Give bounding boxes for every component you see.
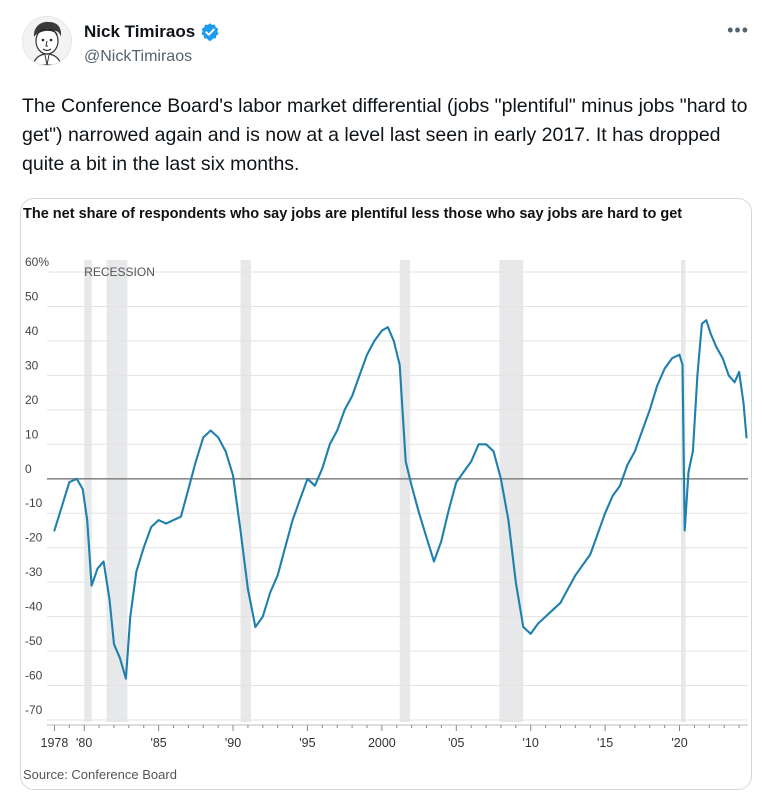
x-tick-label: '90 xyxy=(225,736,241,750)
verified-badge-icon xyxy=(201,23,219,41)
avatar-sketch-icon xyxy=(23,17,71,65)
line-chart: 60% 50 40 30 20 10 0 -10 -20 -30 -40 -50 -60 -70 RECES… xyxy=(25,255,748,750)
y-tick-label: -60 xyxy=(25,669,43,683)
x-tick-label: 2000 xyxy=(368,736,396,750)
recession-band xyxy=(399,260,411,722)
x-tick-label: 1978 xyxy=(41,736,69,750)
y-tick-label: -30 xyxy=(25,565,43,579)
y-tick-label: -40 xyxy=(25,600,43,614)
x-tick-label: '85 xyxy=(150,736,166,750)
name-row: Nick Timiraos xyxy=(84,22,220,42)
y-tick-label: -50 xyxy=(25,634,43,648)
chart-source: Source: Conference Board xyxy=(23,767,177,782)
y-tick-label: 30 xyxy=(25,358,39,372)
y-tick-label: -20 xyxy=(25,531,43,545)
x-tick-label: '80 xyxy=(76,736,92,750)
y-tick-label: 0 xyxy=(25,462,32,476)
x-tick-label: '20 xyxy=(671,736,687,750)
x-tick-label: '95 xyxy=(299,736,315,750)
x-tick-label: '15 xyxy=(597,736,613,750)
chart-card[interactable]: 60% 50 40 30 20 10 0 -10 -20 -30 -40 -50 -60 -70 RECES… xyxy=(20,198,752,790)
user-handle[interactable]: @NickTimiraos xyxy=(84,48,193,65)
series-line xyxy=(53,319,748,680)
more-horizontal-icon[interactable]: ••• xyxy=(727,20,749,40)
y-tick-label: -10 xyxy=(25,496,43,510)
chart-title: The net share of respondents who say job… xyxy=(23,206,683,222)
tweet-text: The Conference Board's labor market diff… xyxy=(22,95,753,175)
avatar[interactable] xyxy=(22,16,72,66)
recession-band xyxy=(84,260,92,722)
recession-label: RECESSION xyxy=(84,265,155,279)
x-tick-label: '05 xyxy=(448,736,464,750)
y-tick-label: 40 xyxy=(25,324,39,338)
x-tick-label: '10 xyxy=(523,736,539,750)
y-tick-label: 10 xyxy=(25,427,39,441)
display-name[interactable]: Nick Timiraos xyxy=(84,22,196,41)
y-tick-label: 20 xyxy=(25,393,39,407)
tweet-header: Nick Timiraos @NickTimiraos ••• xyxy=(22,14,757,74)
y-tick-label: 60% xyxy=(25,255,49,269)
y-tick-label: 50 xyxy=(25,289,39,303)
y-tick-label: -70 xyxy=(25,703,43,717)
recession-band xyxy=(240,260,251,722)
